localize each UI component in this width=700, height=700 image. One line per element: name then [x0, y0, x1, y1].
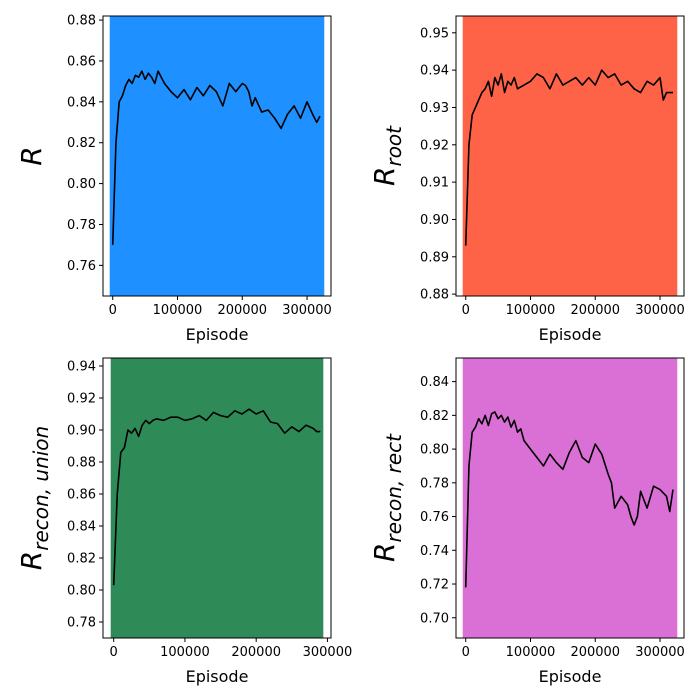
- x-tick-label: 300000: [635, 303, 685, 318]
- x-tick-label: 0: [462, 303, 470, 318]
- axes-frame: [102, 15, 332, 297]
- y-tick-label: 0.82: [420, 409, 449, 424]
- subplot-r-recon-union: 0 100000 200000 300000 0.78 0.80 0.82 0.84 0.86 0…: [15, 357, 353, 686]
- x-axis-title: Episode: [539, 667, 602, 686]
- y-axis-title-main: R: [368, 167, 401, 186]
- x-tick-label: 200000: [570, 645, 620, 660]
- y-tick-label: 0.89: [420, 250, 449, 265]
- scatter-points: [462, 358, 678, 638]
- x-tick-label: 200000: [570, 303, 620, 318]
- y-tick-label: 0.82: [67, 552, 96, 567]
- y-tick-label: 0.90: [67, 424, 96, 439]
- y-tick-label: 0.91: [420, 176, 449, 191]
- x-tick-label: 200000: [217, 303, 267, 318]
- y-tick-label: 0.92: [420, 138, 449, 153]
- y-tick-label: 0.86: [67, 488, 96, 503]
- x-tick-label: 0: [110, 645, 118, 660]
- y-tick-label: 0.78: [420, 476, 449, 491]
- y-tick-label: 0.76: [420, 510, 449, 525]
- y-tick-label: 0.80: [420, 443, 449, 458]
- y-tick-label: 0.88: [67, 14, 96, 29]
- y-tick-label: 0.84: [67, 95, 96, 110]
- x-tick-label: 100000: [506, 303, 556, 318]
- y-tick-label: 0.80: [67, 584, 96, 599]
- y-tick-label: 0.92: [67, 392, 96, 407]
- axes-frame: [455, 357, 685, 639]
- subplot-r: 0 100000 200000 300000 0.76 0.78 0.80 0.82 0.84 0…: [15, 14, 332, 344]
- y-tick-label: 0.70: [420, 611, 449, 626]
- y-tick-label: 0.86: [67, 54, 96, 69]
- y-tick-label: 0.74: [420, 544, 449, 559]
- x-axis-title: Episode: [539, 325, 602, 344]
- y-axis-title: Rrecon, rect: [368, 433, 406, 562]
- y-axis-title-main: R: [368, 543, 401, 562]
- y-axis-title: Rrecon, union: [15, 426, 53, 570]
- y-tick-label: 0.93: [420, 101, 449, 116]
- y-tick-label: 0.78: [67, 616, 96, 631]
- x-tick-label: 100000: [160, 645, 210, 660]
- scatter-points: [109, 16, 325, 296]
- x-tick-label: 100000: [506, 645, 556, 660]
- x-tick-label: 0: [462, 645, 470, 660]
- x-axis-title: Episode: [186, 325, 249, 344]
- y-tick-label: 0.82: [67, 136, 96, 151]
- moving-average-line: [464, 69, 673, 246]
- x-tick-label: 300000: [303, 645, 353, 660]
- y-tick-label: 0.95: [420, 26, 449, 41]
- subplot-r-recon-rect: 0 100000 200000 300000 0.70 0.72 0.74 0.76 0.78 0…: [368, 357, 685, 686]
- moving-average-line: [112, 408, 321, 586]
- y-tick-label: 0.94: [420, 64, 449, 79]
- x-tick-label: 200000: [231, 645, 281, 660]
- y-axis-title-subscript: root: [382, 125, 406, 167]
- scatter-points: [110, 358, 324, 638]
- y-tick-label: 0.90: [420, 213, 449, 228]
- y-tick-label: 0.80: [67, 177, 96, 192]
- y-tick-label: 0.72: [420, 578, 449, 593]
- y-axis-title: R: [15, 146, 48, 165]
- y-tick-label: 0.78: [67, 218, 96, 233]
- y-tick-label: 0.94: [67, 360, 96, 375]
- y-axis-title-main: R: [15, 146, 48, 165]
- y-tick-label: 0.84: [420, 375, 449, 390]
- x-tick-label: 0: [109, 303, 117, 318]
- axes-frame: [102, 357, 332, 639]
- y-tick-label: 0.76: [67, 259, 96, 274]
- subplot-r-root: 0 100000 200000 300000 0.88 0.89 0.90 0.91 0.92 0…: [368, 15, 685, 344]
- moving-average-line: [464, 411, 674, 588]
- scatter-points: [462, 16, 678, 296]
- moving-average-line: [111, 70, 321, 245]
- y-axis-title-main: R: [15, 551, 48, 570]
- y-tick-label: 0.88: [67, 456, 96, 471]
- y-tick-label: 0.88: [420, 288, 449, 303]
- y-axis-title-subscript: recon, union: [29, 426, 53, 551]
- axes-frame: [455, 15, 685, 297]
- y-axis-title: Rroot: [368, 125, 406, 186]
- y-tick-label: 0.84: [67, 520, 96, 535]
- x-tick-label: 100000: [153, 303, 203, 318]
- y-axis-title-subscript: recon, rect: [382, 433, 406, 543]
- x-tick-label: 300000: [282, 303, 332, 318]
- x-axis-title: Episode: [186, 667, 249, 686]
- x-tick-label: 300000: [635, 645, 685, 660]
